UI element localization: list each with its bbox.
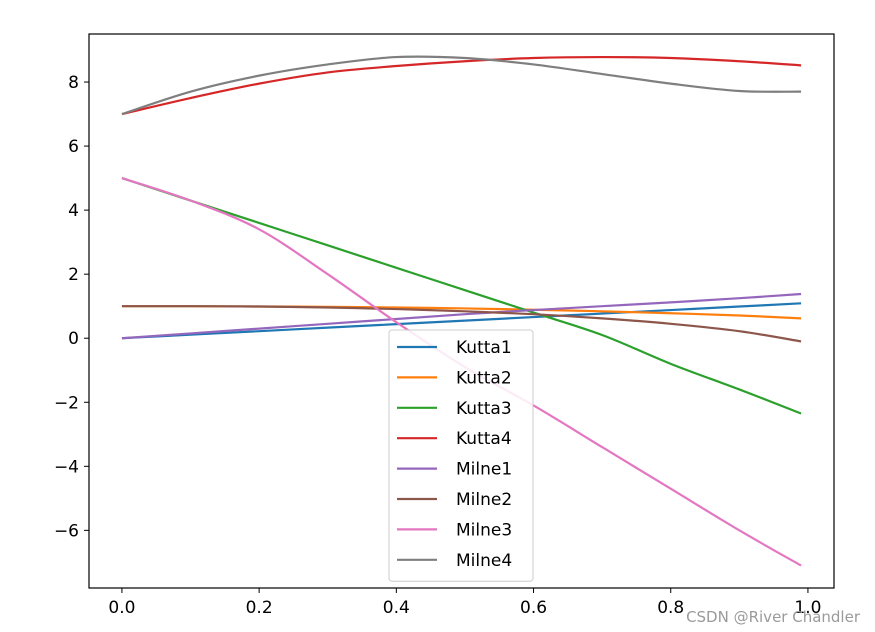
y-tick-label: −4 xyxy=(54,457,79,477)
y-tick-label: 6 xyxy=(68,137,79,157)
y-axis: −6 −4 −2 0 2 4 6 8 xyxy=(54,73,89,541)
x-tick-label: 0.4 xyxy=(383,598,410,618)
legend-label-kutta2: Kutta2 xyxy=(456,368,512,388)
legend-label-kutta1: Kutta1 xyxy=(456,338,512,358)
legend: Kutta1 Kutta2 Kutta3 Kutta4 Milne1 Milne2 Miln… xyxy=(388,329,534,582)
series-line-milne4 xyxy=(121,55,802,116)
y-tick-label: −6 xyxy=(54,521,79,541)
legend-label-milne2: Milne2 xyxy=(456,490,512,510)
series-line-kutta3 xyxy=(121,177,802,415)
legend-label-milne1: Milne1 xyxy=(456,460,512,480)
y-tick-label: −2 xyxy=(54,393,79,413)
legend-box xyxy=(388,329,534,582)
series-line-kutta4 xyxy=(121,55,802,116)
series-line-milne2 xyxy=(121,305,802,343)
x-tick-label: 0.0 xyxy=(108,598,135,618)
watermark: CSDN @River Chandler xyxy=(686,608,861,626)
series-line-kutta1 xyxy=(121,302,802,340)
y-tick-label: 2 xyxy=(68,265,79,285)
x-tick-label: 0.8 xyxy=(657,598,684,618)
legend-label-milne4: Milne4 xyxy=(456,551,512,571)
series-layer xyxy=(121,55,802,567)
y-tick-label: 4 xyxy=(68,201,79,221)
x-tick-label: 1.0 xyxy=(794,598,821,618)
series-line-milne1 xyxy=(121,292,802,340)
x-axis: 0.0 0.2 0.4 0.6 0.8 1.0 xyxy=(108,588,821,618)
y-tick-label: 0 xyxy=(68,329,79,349)
legend-label-kutta3: Kutta3 xyxy=(456,399,512,419)
legend-label-kutta4: Kutta4 xyxy=(456,429,512,449)
x-tick-label: 0.6 xyxy=(520,598,547,618)
x-tick-label: 0.2 xyxy=(246,598,273,618)
y-tick-label: 8 xyxy=(68,73,79,93)
legend-label-milne3: Milne3 xyxy=(456,520,512,540)
axes-frame xyxy=(88,33,835,589)
